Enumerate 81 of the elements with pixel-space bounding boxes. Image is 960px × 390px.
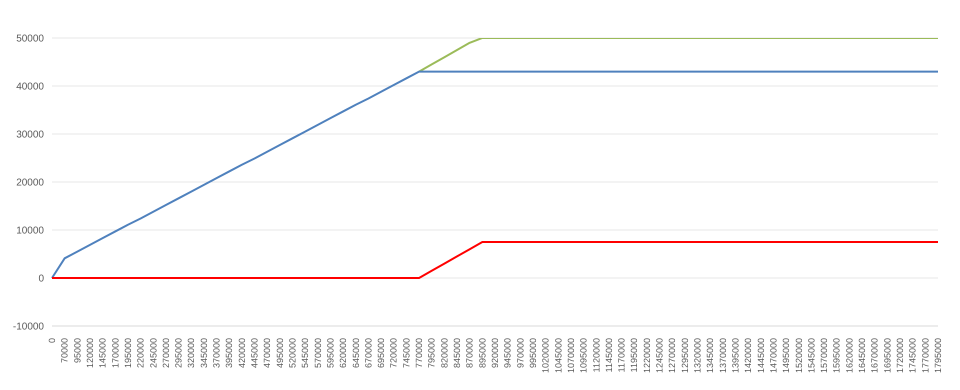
- x-tick-label: 1395000: [730, 338, 740, 374]
- y-tick-label: 50000: [16, 34, 44, 45]
- x-tick-label: 1120000: [591, 338, 602, 372]
- x-tick-label: 1795000: [933, 338, 943, 374]
- x-tick-label: 1220000: [642, 338, 652, 374]
- x-tick-label: 495000: [274, 338, 285, 368]
- x-tick-label: 70000: [60, 338, 70, 364]
- y-tick-label: 0: [38, 274, 44, 285]
- x-tick-label: 820000: [439, 338, 450, 368]
- x-tick-label: 1095000: [578, 338, 589, 374]
- x-tick-label: 1195000: [629, 338, 640, 372]
- x-tick-label: 270000: [160, 338, 171, 368]
- line-series: [51, 241, 939, 279]
- x-tick-label: 1570000: [819, 338, 830, 374]
- x-tick-label: 920000: [490, 338, 500, 368]
- x-tick-label: 445000: [250, 338, 260, 368]
- x-tick-label: 0: [47, 338, 57, 344]
- line-series: [418, 38, 939, 73]
- x-tick-label: 870000: [464, 338, 475, 368]
- x-tick-label: 470000: [262, 338, 272, 368]
- x-tick-label: 1370000: [718, 338, 728, 374]
- x-tick-label: 370000: [212, 338, 222, 368]
- x-tick-label: 1145000: [604, 338, 614, 372]
- x-tick-label: 595000: [325, 338, 336, 368]
- y-tick-label: 20000: [16, 178, 44, 189]
- x-tick-label: 1495000: [781, 338, 792, 374]
- x-tick-label: 95000: [72, 338, 82, 364]
- x-tick-label: 720000: [388, 338, 399, 368]
- x-tick-label: 545000: [300, 338, 310, 368]
- x-tick-label: 295000: [174, 338, 184, 368]
- x-tick-label: 620000: [338, 338, 348, 368]
- x-tick-label: 1670000: [870, 338, 880, 374]
- line-series: [51, 70, 939, 279]
- y-tick-label: 30000: [16, 130, 44, 141]
- x-tick-label: 995000: [528, 338, 538, 368]
- x-tick-label: 1620000: [844, 338, 854, 374]
- x-tick-label: 120000: [84, 338, 95, 368]
- x-tick-label: 970000: [515, 338, 526, 368]
- x-tick-label: 645000: [350, 338, 361, 368]
- x-tick-label: 1545000: [806, 338, 816, 374]
- x-tick-label: 145000: [98, 338, 108, 368]
- x-tick-label: 1045000: [553, 338, 564, 374]
- x-tick-label: 1595000: [832, 338, 842, 374]
- y-tick-label: 40000: [16, 82, 44, 93]
- x-tick-label: 945000: [502, 338, 513, 368]
- x-tick-label: 170000: [110, 338, 120, 368]
- x-tick-label: 320000: [186, 338, 196, 368]
- x-tick-label: 220000: [136, 338, 146, 368]
- x-tick-label: 1695000: [882, 338, 892, 374]
- x-tick-label: 1520000: [794, 338, 804, 374]
- x-tick-label: 1295000: [680, 338, 690, 374]
- x-tick-label: 895000: [477, 338, 488, 368]
- x-tick-label: 770000: [414, 338, 424, 368]
- x-tick-label: 1270000: [667, 338, 678, 374]
- x-tick-label: 845000: [452, 338, 462, 368]
- x-tick-label: 1170000: [616, 338, 627, 372]
- x-tick-label: 570000: [312, 338, 323, 368]
- x-tick-label: 1745000: [908, 338, 918, 374]
- x-tick-label: 745000: [401, 338, 412, 368]
- x-tick-label: 420000: [236, 338, 247, 368]
- x-tick-label: 195000: [122, 338, 133, 368]
- x-tick-label: 1020000: [540, 338, 551, 374]
- x-tick-label: 1720000: [895, 338, 906, 374]
- x-tick-label: 520000: [287, 338, 298, 368]
- x-tick-label: 670000: [363, 338, 374, 368]
- x-tick-label: 1645000: [857, 338, 868, 374]
- y-tick-label: 10000: [16, 226, 44, 237]
- x-tick-label: 1320000: [692, 338, 703, 374]
- y-tick-label: -10000: [12, 322, 44, 333]
- x-tick-label: 795000: [426, 338, 437, 368]
- x-tick-label: 1770000: [920, 338, 930, 374]
- x-tick-label: 1345000: [705, 338, 716, 374]
- x-tick-label: 345000: [198, 338, 209, 368]
- x-tick-label: 695000: [376, 338, 386, 368]
- x-tick-label: 395000: [224, 338, 234, 368]
- x-tick-label: 1445000: [756, 338, 766, 374]
- x-tick-label: 1245000: [654, 338, 665, 374]
- x-tick-label: 1070000: [566, 338, 576, 374]
- x-tick-label: 245000: [148, 338, 158, 368]
- x-tick-label: 1420000: [743, 338, 754, 374]
- x-tick-label: 1470000: [768, 338, 778, 374]
